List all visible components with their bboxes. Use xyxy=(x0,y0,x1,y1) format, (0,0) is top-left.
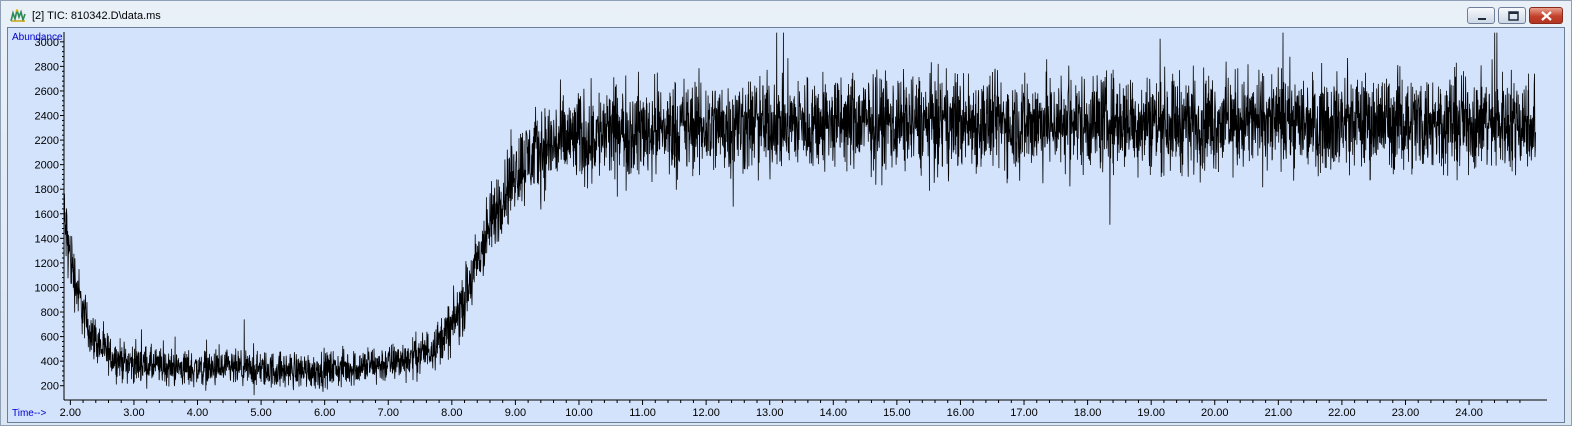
x-tick-label: 9.00 xyxy=(505,407,526,419)
y-axis-label: Abundance xyxy=(12,32,63,43)
y-tick-label: 2200 xyxy=(35,135,59,147)
y-tick-label: 800 xyxy=(41,307,59,319)
x-tick-label: 11.00 xyxy=(629,407,656,419)
x-tick-label: 14.00 xyxy=(820,407,848,419)
tic-chart[interactable]: 200 400 600 800 1000 1200 1400 1600 1800 2000 2200… xyxy=(8,28,1564,422)
y-tick-label: 2400 xyxy=(35,111,59,123)
x-tick-label: 5.00 xyxy=(250,407,271,419)
y-tick-label: 1200 xyxy=(35,258,59,270)
y-tick-label: 1600 xyxy=(35,209,59,221)
y-tick-label: 2000 xyxy=(35,160,59,172)
x-tick-label: 20.00 xyxy=(1201,407,1229,419)
y-tick-label: 2600 xyxy=(35,86,59,98)
x-tick-label: 3.00 xyxy=(123,407,144,419)
x-tick-label: 2.00 xyxy=(60,407,81,419)
x-tick-label: 16.00 xyxy=(947,407,975,419)
close-icon xyxy=(1541,11,1552,21)
x-tick-label: 17.00 xyxy=(1010,407,1038,419)
x-tick-label: 21.00 xyxy=(1265,407,1293,419)
y-tick-label: 3000 xyxy=(35,37,59,49)
x-tick-label: 6.00 xyxy=(314,407,335,419)
x-tick-label: 10.00 xyxy=(565,407,593,419)
window-title: [2] TIC: 810342.D\data.ms xyxy=(32,10,161,22)
x-tick-label: 15.00 xyxy=(883,407,911,419)
y-tick-label: 2800 xyxy=(35,61,59,73)
minimize-button[interactable] xyxy=(1467,7,1495,24)
close-button[interactable] xyxy=(1529,7,1563,24)
y-tick-label: 200 xyxy=(41,381,59,393)
x-tick-label: 4.00 xyxy=(187,407,208,419)
restore-icon xyxy=(1508,11,1519,21)
restore-button[interactable] xyxy=(1498,7,1526,24)
x-tick-label: 23.00 xyxy=(1392,407,1420,419)
x-tick-label: 13.00 xyxy=(756,407,784,419)
chromatogram-app-icon xyxy=(10,8,26,22)
x-axis-label: Time--> xyxy=(12,408,47,419)
y-tick-label: 1400 xyxy=(35,233,59,245)
x-tick-label: 18.00 xyxy=(1074,407,1102,419)
y-tick-label: 1800 xyxy=(35,184,59,196)
x-tick-label: 8.00 xyxy=(441,407,462,419)
x-tick-label: 24.00 xyxy=(1455,407,1483,419)
y-tick-label: 1000 xyxy=(35,282,59,294)
x-tick-label: 22.00 xyxy=(1328,407,1356,419)
x-tick-label: 12.00 xyxy=(692,407,720,419)
minimize-icon xyxy=(1478,18,1486,20)
x-tick-label: 19.00 xyxy=(1137,407,1165,419)
y-tick-label: 400 xyxy=(41,356,59,368)
tic-trace-line xyxy=(63,32,1536,396)
y-tick-label: 600 xyxy=(41,332,59,344)
title-bar[interactable]: [2] TIC: 810342.D\data.ms xyxy=(1,1,1571,27)
x-tick-label: 7.00 xyxy=(378,407,399,419)
chromatogram-plot-area[interactable]: 200 400 600 800 1000 1200 1400 1600 1800 2000 2200… xyxy=(7,27,1565,423)
